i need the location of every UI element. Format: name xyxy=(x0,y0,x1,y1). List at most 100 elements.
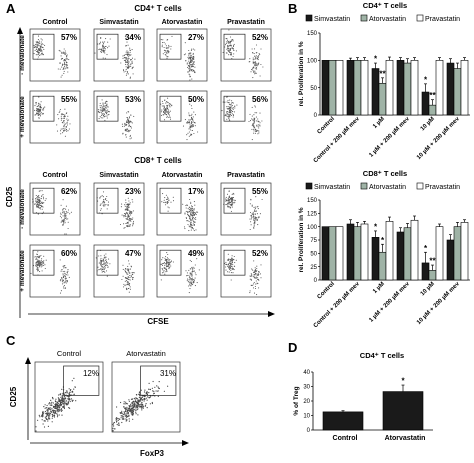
panel-a-cd8-plot-dot xyxy=(190,220,192,222)
panel-a-cd8-plot-dot xyxy=(227,258,229,260)
panel-a-cd4-plot-dot xyxy=(131,66,133,69)
panel-a-cd4-plot-dot xyxy=(38,51,40,54)
panel-c-dot xyxy=(139,399,141,401)
panel-c-dot xyxy=(124,414,126,416)
panel-c-dot xyxy=(64,401,66,403)
panel-a-cd8-plot-dot xyxy=(131,274,134,276)
panel-a-cd4-plot-dot xyxy=(228,102,230,104)
panel-a-cd4-plot-dot xyxy=(163,111,165,114)
panel-b-cd4-y-tick-label: 50 xyxy=(310,86,317,92)
panel-a-cd4-plot-frame xyxy=(220,28,272,82)
panel-a-cd4-plot-dot xyxy=(59,110,61,112)
panel-a-cd8-plot-dot xyxy=(41,265,43,267)
panel-a-cd8-plot-dot xyxy=(192,284,194,286)
panel-a-cd8-plot-dot xyxy=(161,201,163,203)
panel-a-cd8-plot-dot xyxy=(162,193,164,195)
panel-a-cd4-plot-dot xyxy=(106,101,108,103)
panel-a-cd4-plot-dot xyxy=(128,131,130,133)
panel-a-cd8-plot-dot xyxy=(129,277,131,279)
panel-a-cd8-plot-dot xyxy=(105,198,107,200)
panel-c-dot xyxy=(131,398,133,400)
panel-a-cd8-plot-dot xyxy=(128,205,130,207)
panel-a-cd8-plot-dot xyxy=(166,266,168,268)
panel-a-cd4-plot-dot xyxy=(189,79,191,81)
panel-a-cd8-plot-dot xyxy=(163,271,165,273)
panel-a-cd8-plot-dot xyxy=(190,225,192,227)
panel-a-cd8-plot-dot xyxy=(60,277,63,279)
panel-c-dot xyxy=(38,414,40,416)
panel-a-cd4-plot-dot xyxy=(253,114,255,116)
panel-a-cd8-plot-dot xyxy=(67,221,69,223)
panel-a-cd8-plot-dot xyxy=(132,225,134,227)
panel-a-cd8-plot-dot xyxy=(36,200,38,202)
panel-a-cd4-plot-dot xyxy=(227,41,229,43)
panel-a-cd4-plot-dot xyxy=(163,49,165,51)
panel-c-dot xyxy=(167,385,169,387)
panel-a-cd8-plot-dot xyxy=(249,218,251,220)
panel-a-cd8-plot-dot xyxy=(129,202,131,204)
panel-a-cd4-plot-percentage: 34% xyxy=(125,33,141,42)
panel-a-cd4-plot-dot xyxy=(37,109,39,111)
panel-a-cd4-plot-dot xyxy=(66,58,68,60)
panel-a-cd8-plot-dot xyxy=(192,228,195,230)
panel-a-cd4-plot-dot xyxy=(160,39,162,41)
panel-a-cd4-plot-dot xyxy=(252,77,254,79)
panel-a-cd8-plot-dot xyxy=(101,268,103,270)
panel-c-dot xyxy=(147,396,149,398)
panel-a-cd4-plot-dot xyxy=(129,65,131,67)
panel-a-cd8-plot-dot xyxy=(232,268,234,270)
panel-a-cd4-plot-dot xyxy=(108,45,110,47)
panel-a-cd4-plot-dot xyxy=(105,101,107,103)
panel-a-cd8-plot-dot xyxy=(43,262,45,264)
panel-c-dot xyxy=(144,397,146,399)
panel-a-cd8-plot-dot xyxy=(35,200,37,202)
panel-c-dot xyxy=(126,407,128,409)
panel-a-cd8-plot-frame xyxy=(156,244,208,298)
panel-a-cd8-plot-dot xyxy=(38,207,40,209)
panel-c-dot xyxy=(130,411,132,413)
panel-a-cd8-plot-dot xyxy=(253,292,256,294)
panel-a-cd4-plot-gate xyxy=(223,95,246,122)
panel-a-cd8-plot-dot xyxy=(42,264,44,266)
panel-a-cd4-plot-dot xyxy=(130,58,132,61)
panel-a-cd8-plot-dot xyxy=(65,208,67,210)
panel-a-cd8-plot-dot xyxy=(63,222,65,224)
panel-a-cd8-plot-dot xyxy=(195,214,197,216)
panel-c-dot xyxy=(54,406,56,408)
panel-c-dot xyxy=(123,406,125,408)
panel-a-cd4-plot-dot xyxy=(40,53,43,55)
panel-a-cd8-plot-dot xyxy=(132,272,134,274)
panel-a-cd8-plot-dot xyxy=(102,196,104,198)
panel-a-cd8-plot-dot xyxy=(42,211,44,213)
panel-a-cd8-plot-dot xyxy=(250,218,253,220)
panel-a-cd4-plot-dot xyxy=(66,130,68,132)
panel-b-cd4-legend-swatch xyxy=(416,14,424,22)
panel-a-cd4-plot-dot xyxy=(37,43,39,45)
panel-a-cd8-plot-dot xyxy=(160,279,162,281)
panel-a-cd8-plot-gate xyxy=(223,249,246,276)
panel-a-cd4-plot-dot xyxy=(127,110,129,113)
panel-a-cd8-plot-dot xyxy=(37,256,39,258)
panel-c-dot xyxy=(129,405,131,407)
panel-a-cd4-plot-dot xyxy=(102,44,104,46)
panel-c-dot xyxy=(67,398,69,401)
panel-a-cd8-plot-dot xyxy=(37,251,39,253)
panel-b-cd8-bar xyxy=(460,222,469,281)
panel-a-cd8-plot-dot xyxy=(131,276,133,279)
panel-a-cd8-plot-dot xyxy=(253,283,255,285)
panel-a-cd8-plot-dot xyxy=(250,273,252,275)
panel-a-cd8-plot-percentage: 23% xyxy=(125,187,141,196)
panel-c-dot xyxy=(118,424,120,426)
panel-a-cd4-plot-dot xyxy=(192,48,194,50)
panel-a-cd8-plot-dot xyxy=(101,271,103,273)
panel-a-cd8-plot-dot xyxy=(34,203,36,205)
panel-a-cd4-plot-dot xyxy=(232,108,234,110)
panel-a-cd4-plot-dot xyxy=(44,44,46,46)
panel-a-cd4-plot-dot xyxy=(191,117,193,119)
panel-a-cd8-plot-dot xyxy=(103,199,105,201)
panel-a-cd4-plot-dot xyxy=(167,39,169,41)
panel-c-dot xyxy=(148,392,150,394)
panel-a-cd4-plot-dot xyxy=(249,58,251,60)
panel-a-cd4-plot-dot xyxy=(125,45,127,47)
panel-a-cd8-plot-dot xyxy=(253,270,255,272)
